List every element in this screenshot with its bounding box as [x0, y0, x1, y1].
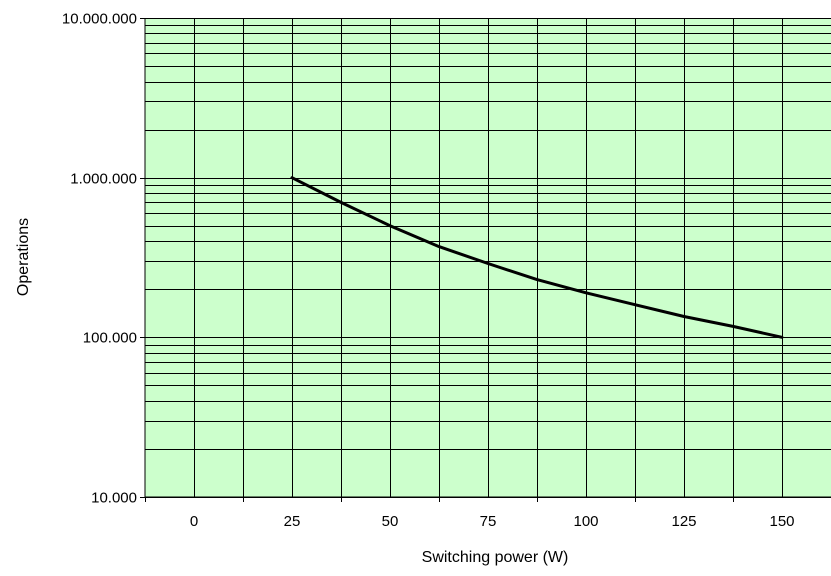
- y-tick-label: 10.000: [91, 490, 137, 507]
- x-tick-label: 75: [480, 513, 497, 530]
- x-gridlines: [194, 18, 783, 497]
- x-tick-label: 150: [769, 513, 794, 530]
- y-tick-label: 1.000.000: [70, 171, 137, 188]
- x-axis-label: Switching power (W): [422, 549, 569, 566]
- y-tick-label: 10.000.000: [62, 11, 137, 28]
- series-line: [290, 176, 784, 339]
- y-axis-label: Operations: [15, 218, 32, 296]
- y-ticks: 10.000 100.000 1.000.000 10.000.000: [62, 11, 145, 507]
- y-tick-label: 100.000: [83, 330, 137, 347]
- x-ticks: 0 25 50 75 100 125 150: [145, 497, 795, 530]
- x-tick-label: 100: [573, 513, 598, 530]
- x-tick-label: 125: [671, 513, 696, 530]
- axes: [144, 18, 831, 498]
- x-tick-label: 50: [382, 513, 399, 530]
- x-tick-label: 25: [284, 513, 301, 530]
- x-tick-label: 0: [190, 513, 198, 530]
- series-layer: [290, 176, 784, 339]
